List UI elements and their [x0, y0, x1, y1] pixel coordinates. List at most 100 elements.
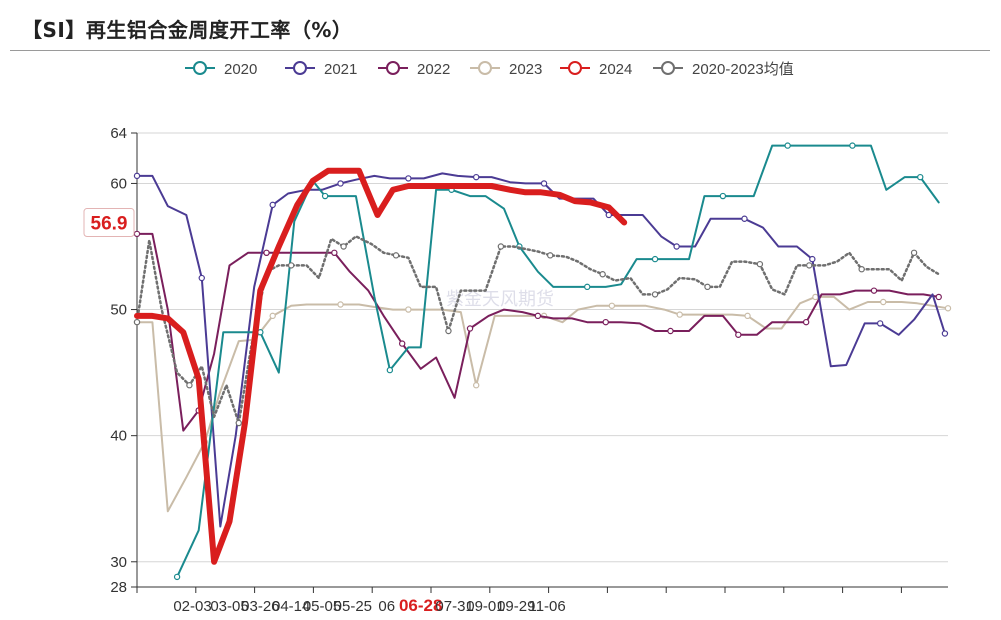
data-point: [802, 318, 810, 326]
y-tick-label: 30: [110, 554, 127, 571]
data-point: [676, 311, 683, 318]
data-point: [540, 180, 548, 187]
y-tick-label: 40: [110, 428, 127, 445]
data-point: [876, 320, 884, 327]
current-value-box: [83, 208, 135, 238]
data-point: [466, 325, 474, 332]
x-tick-label: 02-03: [173, 598, 211, 615]
y-tick-label: 60: [110, 175, 127, 192]
legend-label: 2021: [324, 61, 357, 78]
data-point: [340, 243, 347, 250]
data-point: [944, 305, 952, 312]
data-point: [704, 283, 711, 291]
data-point: [667, 327, 674, 335]
legend-label: 2022: [417, 61, 450, 78]
data-point: [331, 249, 338, 257]
data-point: [287, 262, 295, 269]
x-tick-label: 06: [378, 598, 395, 615]
data-point: [337, 180, 344, 187]
data-point: [133, 318, 141, 326]
data-point: [599, 271, 606, 278]
series-lines: [133, 142, 952, 581]
x-tick-label: 07-31: [435, 598, 473, 615]
y-tick-label: 64: [110, 125, 127, 142]
data-point: [910, 249, 918, 257]
y-tick-label: 50: [110, 302, 127, 319]
current-value-label: 56.9: [91, 214, 128, 235]
data-point: [602, 318, 609, 326]
data-point: [741, 215, 748, 222]
data-point: [133, 172, 141, 180]
data-point: [445, 327, 452, 335]
current-value-badge: 56.9: [83, 208, 135, 238]
data-point: [534, 312, 542, 320]
data-point: [880, 298, 887, 306]
data-point: [870, 287, 878, 294]
data-point: [806, 262, 813, 269]
data-point: [941, 330, 949, 337]
data-point: [812, 293, 819, 301]
data-point: [473, 382, 480, 389]
legend-marker: [661, 61, 675, 75]
legend-marker: [568, 61, 582, 75]
data-point: [235, 419, 242, 427]
data-point: [497, 243, 505, 250]
data-point: [405, 175, 412, 182]
data-point: [784, 142, 791, 149]
x-tick-label: 05-05: [303, 598, 341, 615]
data-point: [186, 382, 193, 389]
data-point: [392, 252, 400, 259]
data-point: [858, 266, 865, 273]
legend[interactable]: 2020 2021 2022 2023 2024 2020-2023均值: [185, 61, 794, 78]
data-point: [547, 252, 554, 259]
x-tick-label: 03-26: [241, 598, 279, 615]
legend-marker: [293, 61, 307, 75]
legend-label: 2020-2023均值: [692, 61, 794, 78]
legend-item-2024[interactable]: 2024: [560, 61, 632, 78]
watermark: 紫金天风期货: [446, 289, 554, 310]
data-point: [917, 173, 924, 181]
legend-marker: [386, 61, 400, 75]
data-point: [849, 142, 856, 149]
data-point: [386, 366, 394, 374]
data-point: [269, 201, 276, 209]
x-tick-label: 11-06: [528, 598, 565, 615]
legend-item-2023[interactable]: 2023: [470, 61, 542, 78]
y-tick-label: 28: [110, 579, 127, 596]
legend-marker: [478, 61, 492, 75]
data-point: [473, 173, 480, 181]
data-point: [744, 312, 751, 320]
data-point: [321, 192, 329, 200]
data-point: [269, 312, 276, 320]
data-point: [398, 340, 406, 347]
x-tick-label: 09-01: [466, 598, 504, 615]
x-tick-label: 03-05: [210, 598, 248, 615]
data-point: [809, 255, 816, 263]
data-point: [173, 573, 181, 581]
data-point: [756, 260, 764, 268]
data-point: [935, 293, 942, 301]
data-point: [133, 230, 141, 238]
data-point: [608, 302, 616, 309]
legend-item-2020[interactable]: 2020: [185, 61, 257, 78]
legend-label: 2024: [599, 61, 632, 78]
x-tick-label: 09-29: [497, 598, 535, 615]
x-tick-label-highlight: 06-28: [399, 596, 442, 615]
data-point: [198, 274, 205, 282]
x-tick-label: 05-25: [334, 598, 372, 615]
chart-title: 【SI】再生铝合金周度开工率（%）: [22, 18, 353, 42]
series-line-2024: [134, 167, 628, 565]
legend-item-2022[interactable]: 2022: [378, 61, 450, 78]
legend-item-2021[interactable]: 2021: [285, 61, 357, 78]
data-point: [584, 283, 591, 291]
series-line-2020: [176, 144, 940, 578]
data-point: [605, 211, 612, 219]
y-axis: 28 30 40 50 60 64: [110, 125, 138, 596]
data-point: [719, 192, 727, 200]
legend-marker: [193, 61, 207, 75]
data-point: [735, 331, 742, 338]
legend-item-2020-2023均值[interactable]: 2020-2023均值: [653, 61, 794, 78]
legend-label: 2020: [224, 61, 257, 78]
